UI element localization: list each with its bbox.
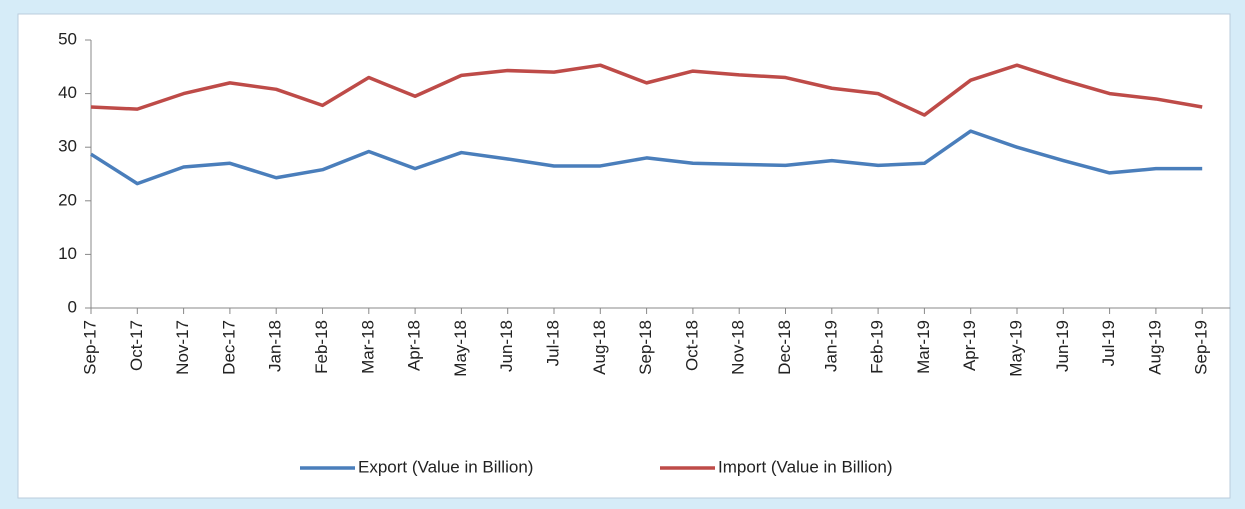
x-tick-label: Apr-19 — [960, 320, 979, 371]
x-tick-label: May-18 — [451, 320, 470, 377]
x-tick-label: Mar-19 — [914, 320, 933, 374]
y-tick-label: 0 — [68, 297, 77, 316]
x-tick-label: Jun-18 — [497, 320, 516, 372]
x-tick-label: Mar-18 — [358, 320, 377, 374]
x-tick-label: Oct-17 — [127, 320, 146, 371]
x-tick-label: Jul-19 — [1099, 320, 1118, 366]
x-tick-label: May-19 — [1006, 320, 1025, 377]
series-line — [90, 129, 1203, 186]
x-tick-label: Feb-19 — [868, 320, 887, 374]
x-tick-label: Feb-18 — [312, 320, 331, 374]
x-tick-label: Aug-19 — [1145, 320, 1164, 375]
x-tick-label: Nov-18 — [729, 320, 748, 375]
x-tick-label: Jan-19 — [821, 320, 840, 372]
y-tick-label: 40 — [58, 83, 77, 102]
x-tick-label: Sep-19 — [1192, 320, 1211, 375]
x-tick-label: Jan-18 — [266, 320, 285, 372]
x-tick-label: Sep-18 — [636, 320, 655, 375]
x-tick-label: Aug-18 — [590, 320, 609, 375]
legend-label: Import (Value in Billion) — [718, 457, 892, 476]
y-tick-label: 30 — [58, 137, 77, 156]
x-tick-label: Apr-18 — [405, 320, 424, 371]
x-tick-label: Jul-18 — [543, 320, 562, 366]
series-line — [90, 63, 1203, 117]
y-tick-label: 20 — [58, 190, 77, 209]
y-tick-label: 50 — [58, 29, 77, 48]
x-tick-label: Jun-19 — [1053, 320, 1072, 372]
x-tick-label: Dec-17 — [219, 320, 238, 375]
x-tick-label: Oct-18 — [682, 320, 701, 371]
x-tick-label: Dec-18 — [775, 320, 794, 375]
legend-label: Export (Value in Billion) — [358, 457, 533, 476]
x-tick-label: Nov-17 — [173, 320, 192, 375]
chart-panel — [17, 13, 1231, 499]
x-tick-label: Sep-17 — [80, 320, 99, 375]
y-tick-label: 10 — [58, 244, 77, 263]
